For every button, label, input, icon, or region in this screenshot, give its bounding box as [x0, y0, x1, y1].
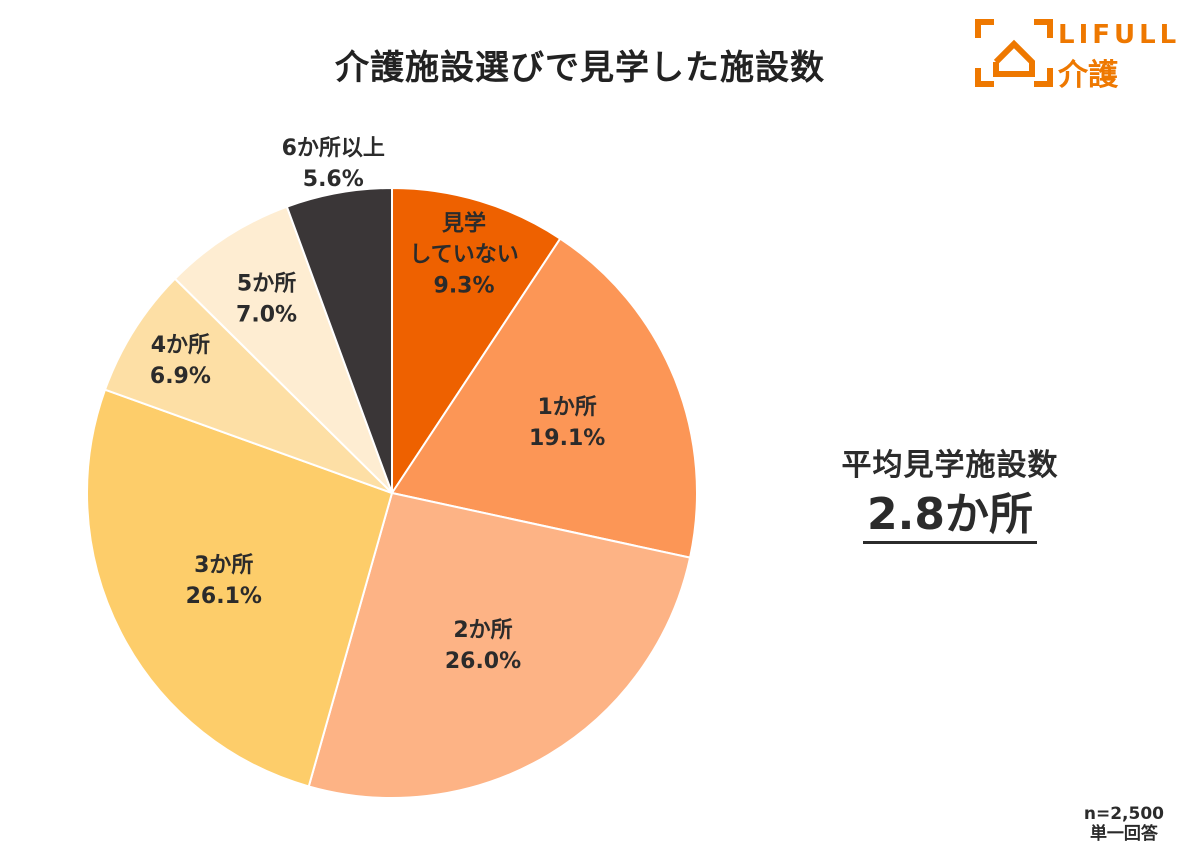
logo-wordmark-sub: 介護	[1058, 58, 1118, 93]
slice-label: 見学していない 9.3%	[409, 210, 518, 298]
slice-label: 2か所 26.0%	[445, 618, 521, 674]
logo-wordmark: LIFULL	[1058, 20, 1181, 50]
slice-category: 2か所	[453, 618, 512, 643]
slice-label: 5か所 7.0%	[236, 272, 297, 328]
chart-title: 介護施設選びで見学した施設数	[335, 48, 825, 88]
sample-size: n=2,500	[1083, 804, 1164, 824]
pie-slice	[285, 186, 393, 494]
slice-category: 3か所	[194, 553, 253, 578]
answer-type: 単一回答	[1089, 824, 1158, 845]
average-value: 2.8か所	[863, 489, 1037, 544]
lifull-logo: LIFULL 介護	[974, 18, 1181, 93]
average-label: 平均見学施設数	[841, 448, 1059, 483]
slice-category: 見学	[442, 210, 486, 236]
slice-percent: 5.6%	[303, 167, 364, 192]
pie-slice	[391, 186, 562, 497]
slice-category: 5か所	[237, 272, 296, 297]
slice-percent: 26.0%	[445, 649, 521, 674]
pie-slice	[173, 205, 393, 494]
average-box: 平均見学施設数 2.8か所	[810, 440, 1090, 544]
slice-percent: 6.9%	[150, 364, 211, 389]
pie-slice	[390, 237, 698, 559]
slice-label: 6か所以上 5.6%	[282, 136, 385, 192]
sample-note: n=2,500 単一回答	[1084, 804, 1164, 845]
slice-percent: 19.1%	[529, 426, 605, 451]
slice-category: 4か所	[151, 333, 210, 358]
slice-category: していない	[409, 242, 518, 267]
slice-label: 3か所 26.1%	[186, 553, 262, 609]
slice-label: 1か所 19.1%	[529, 395, 605, 451]
slice-category: 6か所以上	[282, 136, 385, 161]
slice-category: 1か所	[538, 395, 597, 420]
pie-slice	[86, 388, 394, 788]
slice-percent: 9.3%	[434, 273, 495, 298]
slice-percent: 7.0%	[236, 303, 297, 328]
pie-slice	[307, 491, 692, 799]
house-logo-icon	[975, 19, 1053, 87]
pie-slice	[103, 277, 393, 494]
slice-label: 4か所 6.9%	[150, 333, 211, 389]
slice-percent: 26.1%	[186, 584, 262, 609]
